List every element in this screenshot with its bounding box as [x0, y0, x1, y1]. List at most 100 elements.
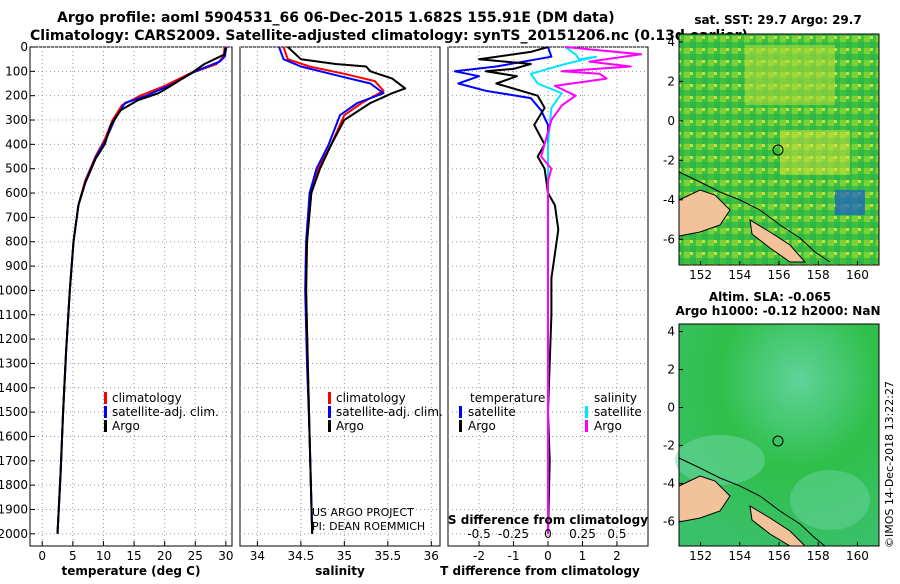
y-tick-label: 1600 [0, 429, 28, 443]
t-difference-label: T difference from climatology [440, 564, 640, 578]
y-tick-label: 1300 [0, 356, 28, 370]
temperature-legend: climatology satellite-adj. clim. Argo [104, 391, 219, 433]
x-tick-label: 36 [424, 549, 439, 563]
x-tick-label: 30 [218, 549, 233, 563]
legend-head-salinity: salinity [594, 391, 637, 405]
map-x-tick-label: 160 [846, 549, 869, 563]
salinity-grid [240, 46, 440, 546]
x2-tick-label: -0.5 [467, 527, 490, 541]
x-tick-label: 35 [337, 549, 352, 563]
sst-map-panel: sat. SST: 29.7 Argo: 29.7 152 154 156 158 16… [663, 13, 880, 282]
y-tick-label: 300 [5, 113, 28, 127]
legend-swatch-argo [104, 420, 107, 432]
salinity-x-label: salinity [315, 564, 365, 578]
legend-label-sal-satellite: satellite [594, 405, 642, 419]
sla-high-patch [790, 470, 870, 530]
salinity-plot-frame [239, 46, 441, 547]
map-x-tick-label: 152 [689, 549, 712, 563]
x-tick-label: 35.5 [374, 549, 401, 563]
map-y-tick-label: 2 [667, 363, 675, 377]
y-tick-label: 0 [20, 40, 28, 54]
series-line-argo [56, 48, 227, 534]
depth-y-ticks: 0 100 200 300 400 500 600 700 800 900 1000 1100 1200… [0, 40, 35, 541]
salinity-legend: climatology satellite-adj. clim. Argo [328, 391, 443, 433]
x-tick-label: 34.5 [288, 549, 315, 563]
y-tick-label: 700 [5, 210, 28, 224]
y-tick-label: 800 [5, 235, 28, 249]
x-tick-label: 5 [69, 549, 77, 563]
y-tick-label: 500 [5, 162, 28, 176]
y-tick-label: 600 [5, 186, 28, 200]
x-tick-label: 34 [250, 549, 265, 563]
sst-map-ticks: 152 154 156 158 160 4 2 0 -2 -4 -6 [663, 35, 869, 282]
x-tick-label: -2 [473, 549, 485, 563]
legend-label-climatology: climatology [112, 391, 182, 405]
map-y-tick-label: -2 [663, 438, 675, 452]
x-tick-label: 2 [613, 549, 621, 563]
map-y-tick-label: 0 [667, 114, 675, 128]
figure-title-line1: Argo profile: aoml 5904531_66 06-Dec-201… [57, 10, 615, 26]
map-y-tick-label: 0 [667, 400, 675, 414]
legend-head-temperature: temperature [470, 391, 545, 405]
sst-warm-patch [745, 45, 835, 105]
legend-swatch-temp-satellite [459, 406, 462, 418]
series-line-salinity-argo [540, 46, 643, 534]
sla-map-ticks: 152 154 156 158 160 4 2 0 -2 -4 -6 [663, 325, 869, 563]
legend-swatch-sal-argo [585, 420, 588, 432]
y-tick-label: 1100 [0, 308, 28, 322]
sst-cool-patch [835, 190, 865, 215]
map-y-tick-label: -6 [663, 232, 675, 246]
y-tick-label: 100 [5, 64, 28, 78]
difference-series [453, 46, 643, 534]
x-tick-label: 10 [96, 549, 111, 563]
legend-label-satellite: satellite-adj. clim. [336, 405, 443, 419]
y-tick-label: 1500 [0, 405, 28, 419]
new-guinea-coast [678, 189, 731, 237]
salinity-difference-x-ticks: -0.5 -0.25 0 0.25 0.5 [467, 527, 626, 541]
series-line-salinity-satellite [529, 46, 598, 534]
y-tick-label: 1000 [0, 283, 28, 297]
x2-tick-label: -0.25 [498, 527, 529, 541]
y-tick-label: 2000 [0, 527, 28, 541]
temperature-panel: 0 5 10 15 20 25 30 0 100 200 300 400 500 600 700 800 90… [0, 40, 234, 578]
x-tick-label: 15 [126, 549, 141, 563]
legend-label-temp-satellite: satellite [468, 405, 516, 419]
sla-map-title-line2: Argo h1000: -0.12 h2000: NaN [675, 304, 880, 318]
legend-label-argo: Argo [336, 419, 364, 433]
y-tick-label: 1200 [0, 332, 28, 346]
x2-tick-label: 0 [544, 527, 552, 541]
float-position-marker [772, 144, 784, 156]
credit-pi: PI: DEAN ROEMMICH [312, 520, 425, 533]
map-y-tick-label: -4 [663, 193, 675, 207]
x-tick-label: -1 [508, 549, 520, 563]
x-tick-label: 0 [38, 549, 46, 563]
map-y-tick-label: 2 [667, 74, 675, 88]
figure-title-line2: Climatology: CARS2009. Satellite-adjuste… [30, 28, 748, 44]
y-tick-label: 200 [5, 89, 28, 103]
legend-label-temp-argo: Argo [468, 419, 496, 433]
map-x-tick-label: 158 [807, 268, 830, 282]
map-y-tick-label: -2 [663, 153, 675, 167]
sla-high-patch [675, 435, 765, 485]
legend-swatch-sal-satellite [585, 406, 588, 418]
x2-tick-label: 0.25 [569, 527, 596, 541]
series-line-satellite-adj-clim- [278, 46, 385, 534]
legend-swatch-temp-argo [459, 420, 462, 432]
salinity-x-ticks: 34 34.5 35 35.5 36 [250, 541, 439, 563]
x-tick-label: 0 [544, 549, 552, 563]
map-x-tick-label: 154 [728, 549, 751, 563]
y-tick-label: 400 [5, 137, 28, 151]
x-tick-label: 1 [579, 549, 587, 563]
y-tick-label: 1700 [0, 454, 28, 468]
difference-x-ticks: -2 -1 0 1 2 [473, 541, 621, 563]
difference-legend: temperature satellite Argo salinity sate… [459, 391, 642, 433]
legend-swatch-climatology [104, 392, 107, 404]
map-x-tick-label: 154 [728, 268, 751, 282]
legend-label-argo: Argo [112, 419, 140, 433]
y-tick-label: 1400 [0, 381, 28, 395]
map-y-tick-label: 4 [667, 35, 675, 49]
map-y-tick-label: -6 [663, 514, 675, 528]
x2-tick-label: 0.5 [607, 527, 626, 541]
map-x-tick-label: 158 [807, 549, 830, 563]
